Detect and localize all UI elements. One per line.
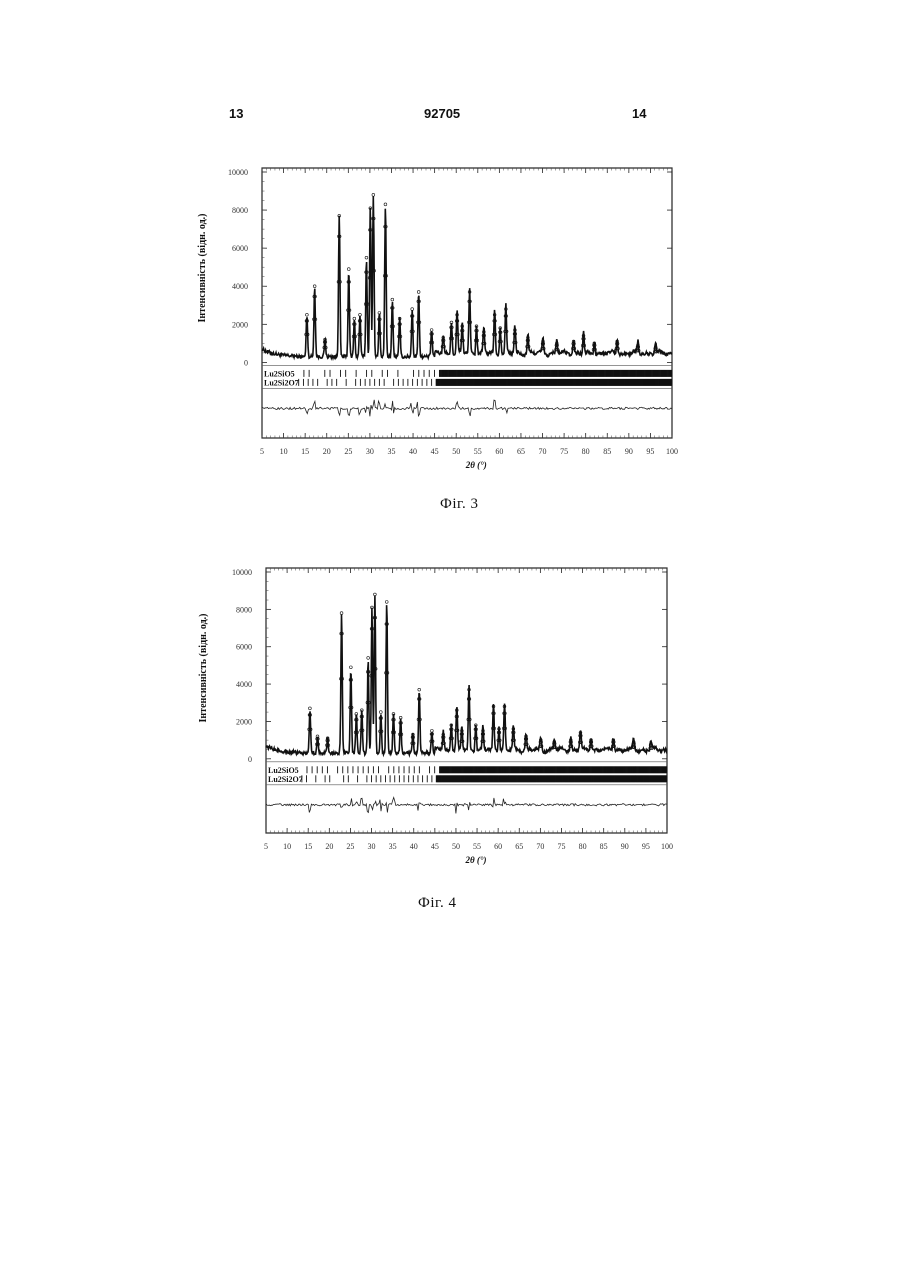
x-tick-label: 75 (560, 447, 568, 456)
phase-label-1: Lu2SiO5 (264, 369, 295, 378)
x-tick-label: 40 (410, 842, 418, 851)
plot-frame (262, 168, 672, 438)
y-tick-label: 0 (248, 755, 252, 764)
x-tick-label: 50 (452, 842, 460, 851)
x-tick-label: 30 (366, 447, 374, 456)
x-tick-label: 90 (621, 842, 629, 851)
x-axis-label: 2θ (°) (465, 460, 487, 470)
y-tick-label: 10000 (232, 568, 252, 577)
x-tick-label: 5 (264, 842, 268, 851)
observed-point (417, 291, 420, 294)
observed-point (418, 688, 421, 691)
x-tick-label: 55 (473, 842, 481, 851)
y-axis-label: Інтенсивність (відн. од.) (197, 214, 208, 323)
x-tick-label: 85 (600, 842, 608, 851)
observed-point (305, 313, 308, 316)
y-axis-label: Інтенсивність (відн. од.) (198, 614, 209, 723)
x-tick-label: 35 (389, 842, 397, 851)
y-tick-label: 10000 (228, 168, 248, 177)
x-tick-label: 80 (579, 842, 587, 851)
x-tick-label: 75 (557, 842, 565, 851)
phase-label-1: Lu2SiO5 (268, 766, 299, 775)
x-tick-label: 95 (646, 447, 654, 456)
observed-point (313, 285, 316, 288)
x-tick-label: 100 (661, 842, 673, 851)
figure-caption-fig4: Фіг. 4 (418, 895, 456, 912)
y-tick-label: 0 (244, 358, 248, 367)
x-tick-label: 15 (304, 842, 312, 851)
x-tick-label: 15 (301, 447, 309, 456)
y-tick-label: 2000 (236, 717, 252, 726)
x-tick-label: 25 (344, 447, 352, 456)
observed-point (347, 268, 350, 271)
x-tick-label: 20 (325, 842, 333, 851)
x-tick-label: 85 (603, 447, 611, 456)
observed-point (385, 600, 388, 603)
x-tick-label: 30 (368, 842, 376, 851)
patent-number: 92705 (424, 106, 460, 121)
x-tick-label: 65 (517, 447, 525, 456)
x-tick-label: 60 (495, 447, 503, 456)
right-page-number: 14 (632, 106, 646, 121)
x-tick-label: 45 (431, 842, 439, 851)
x-tick-label: 45 (431, 447, 439, 456)
xrd-chart-fig4: 5 10 15 20 25 30 35 40 45 50 55 60 65 70 75 80 85 90 95 100… (0, 550, 901, 880)
observed-point (411, 308, 414, 311)
observed-point (384, 203, 387, 206)
left-page-number: 13 (229, 106, 243, 121)
phase-label-2: Lu2Si2O7 (264, 378, 299, 387)
x-tick-label: 90 (625, 447, 633, 456)
y-tick-label: 4000 (236, 680, 252, 689)
observed-point (340, 612, 343, 615)
difference-curve (266, 798, 667, 814)
x-tick-label: 20 (323, 447, 331, 456)
y-tick-label: 6000 (236, 643, 252, 652)
observed-point (430, 729, 433, 732)
plot-frame (266, 568, 667, 833)
x-tick-label: 50 (452, 447, 460, 456)
x-tick-label: 5 (260, 447, 264, 456)
x-tick-label: 40 (409, 447, 417, 456)
x-tick-label: 35 (387, 447, 395, 456)
observed-point (379, 711, 382, 714)
x-tick-label: 60 (494, 842, 502, 851)
x-tick-label: 80 (582, 447, 590, 456)
y-tick-label: 4000 (232, 282, 248, 291)
y-tick-label: 8000 (236, 605, 252, 614)
x-tick-label: 10 (283, 842, 291, 851)
y-tick-label: 8000 (232, 206, 248, 215)
x-tick-label: 95 (642, 842, 650, 851)
x-tick-label: 70 (536, 842, 544, 851)
observed-point (353, 317, 356, 320)
observed-point (372, 193, 375, 196)
observed-point (365, 256, 368, 259)
xrd-chart-fig3: 5 10 15 20 25 30 35 40 45 50 55 60 65 70 75 80 85 90 95 100… (0, 150, 901, 490)
x-tick-label: 70 (539, 447, 547, 456)
observed-point (308, 707, 311, 710)
observed-point (391, 298, 394, 301)
intensity-profile (262, 196, 672, 358)
x-tick-label: 55 (474, 447, 482, 456)
intensity-profile (266, 595, 667, 755)
phase-label-2: Lu2Si2O7 (268, 775, 303, 784)
y-tick-label: 2000 (232, 320, 248, 329)
difference-curve (262, 400, 672, 417)
observed-point (367, 657, 370, 660)
x-axis-label: 2θ (°) (464, 855, 486, 865)
x-tick-label: 100 (666, 447, 678, 456)
x-tick-label: 65 (515, 842, 523, 851)
observed-point (349, 666, 352, 669)
y-tick-label: 6000 (232, 244, 248, 253)
x-tick-label: 10 (280, 447, 288, 456)
figure-caption-fig3: Фіг. 3 (440, 496, 478, 513)
x-tick-label: 25 (346, 842, 354, 851)
